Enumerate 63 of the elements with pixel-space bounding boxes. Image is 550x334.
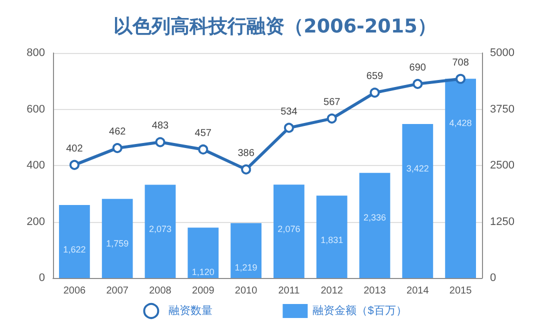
- data-label: 462: [109, 126, 126, 138]
- point: [112, 143, 122, 154]
- bar: [102, 198, 133, 278]
- x-tick-label: 2009: [192, 286, 215, 296]
- bar: [359, 172, 390, 278]
- y2-tick-label: 1250: [490, 216, 514, 228]
- x-tick-label: 2006: [63, 286, 86, 296]
- x-tick-label: 2008: [149, 286, 172, 296]
- data-label: 402: [66, 143, 84, 154]
- point: [326, 114, 337, 124]
- data-label: 567: [324, 97, 341, 108]
- y-tick-label: 200: [26, 216, 45, 228]
- point: [412, 78, 423, 89]
- y2-tick-label: 3750: [490, 103, 514, 116]
- data-label: 3,422: [406, 164, 429, 174]
- y2-tick-label: 2500: [490, 160, 514, 172]
- legend-label: 融资金额（$百万）: [312, 304, 407, 317]
- point: [456, 74, 466, 84]
- point: [370, 88, 380, 98]
- x-tick-label: 2012: [320, 286, 344, 296]
- data-label: 2,076: [278, 224, 300, 234]
- bar: [274, 184, 304, 278]
- point: [198, 144, 208, 154]
- x-tick-label: 2015: [449, 286, 472, 296]
- bar: [445, 78, 476, 278]
- y-tick-label: 800: [26, 47, 45, 59]
- data-label: 1,622: [63, 244, 86, 255]
- x-tick-label: 2011: [278, 286, 300, 296]
- y-tick-label: 0: [38, 272, 45, 284]
- bar: [59, 205, 90, 278]
- y2-tick-label: 0: [490, 272, 496, 284]
- data-label: 2,336: [363, 212, 386, 222]
- data-label: 690: [409, 62, 426, 74]
- bar: [316, 196, 348, 278]
- data-label: 2,073: [148, 224, 172, 234]
- data-label: 4,428: [449, 118, 472, 128]
- data-label: 1,759: [106, 238, 129, 248]
- point: [155, 137, 166, 148]
- data-label: 386: [238, 148, 255, 159]
- y-tick-label: 600: [26, 103, 45, 116]
- chart-title: 以色列高科技行融资（2006-2015）: [114, 16, 436, 38]
- data-label: 659: [366, 71, 384, 82]
- point: [69, 160, 80, 170]
- data-label: 1,219: [234, 262, 258, 273]
- data-label: 534: [280, 106, 298, 118]
- x-tick-label: 2014: [406, 286, 430, 296]
- x-tick-label: 2010: [234, 286, 258, 296]
- point: [284, 122, 294, 133]
- y-tick-label: 400: [26, 160, 45, 172]
- point: [241, 164, 252, 174]
- y2-tick-label: 5000: [490, 47, 514, 59]
- bar: [144, 184, 176, 278]
- bar: [230, 223, 262, 278]
- data-label: 1,831: [320, 235, 344, 246]
- bar: [402, 124, 434, 278]
- legend-label: 融资数量: [168, 305, 213, 317]
- data-label: 1,120: [192, 267, 214, 278]
- data-label: 457: [194, 128, 212, 139]
- x-tick-label: 2007: [106, 286, 129, 296]
- bar: [188, 228, 219, 278]
- data-label: 708: [452, 57, 470, 68]
- x-tick-label: 2013: [364, 286, 386, 296]
- data-label: 483: [152, 120, 170, 132]
